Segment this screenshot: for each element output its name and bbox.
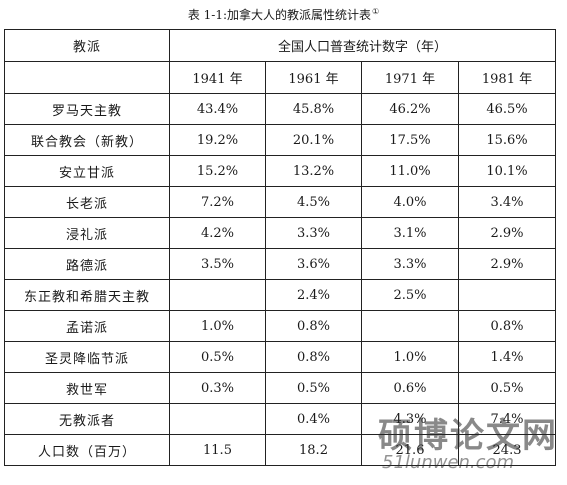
value-cell: 45.8% — [265, 93, 362, 125]
table-row: 救世军 0.3% 0.5% 0.6% 0.5% — [4, 372, 557, 404]
denomination-name: 救世军 — [4, 372, 170, 404]
header-empty-cell — [4, 61, 170, 94]
value-cell: 0.3% — [169, 372, 266, 404]
header-year-1981: 1981 年 — [457, 61, 557, 94]
value-cell: 18.2 — [265, 434, 362, 466]
value-cell: 46.2% — [361, 93, 459, 125]
value-cell: 15.6% — [457, 124, 557, 156]
value-cell: 11.0% — [361, 155, 459, 187]
value-cell: 13.2% — [265, 155, 362, 187]
denomination-name: 无教派者 — [4, 403, 170, 435]
table-body: 罗马天主教 43.4% 45.8% 46.2% 46.5% 联合教会（新教） 19.2% 20… — [4, 93, 557, 466]
table-row: 无教派者 0.4% 4.3% 7.4% — [4, 403, 557, 435]
value-cell: 3.4% — [457, 186, 557, 218]
header-year-1961: 1961 年 — [265, 61, 362, 94]
header-census: 全国人口普查统计数字（年） — [168, 29, 557, 62]
table-row: 联合教会（新教） 19.2% 20.1% 17.5% 15.6% — [4, 124, 557, 156]
value-cell: 7.4% — [457, 403, 557, 435]
table-row: 路德派 3.5% 3.6% 3.3% 2.9% — [4, 248, 557, 280]
value-cell — [361, 310, 459, 342]
value-cell: 43.4% — [169, 93, 266, 125]
value-cell: 0.4% — [265, 403, 362, 435]
value-cell: 20.1% — [265, 124, 362, 156]
value-cell: 3.5% — [169, 248, 266, 280]
value-cell: 24.3 — [457, 434, 557, 466]
table-row: 安立甘派 15.2% 13.2% 11.0% 10.1% — [4, 155, 557, 187]
value-cell: 21.6 — [361, 434, 459, 466]
header-year-1941: 1941 年 — [169, 61, 266, 94]
table-row: 人口数（百万） 11.5 18.2 21.6 24.3 — [4, 434, 557, 466]
value-cell: 7.2% — [169, 186, 266, 218]
table-row: 孟诺派 1.0% 0.8% 0.8% — [4, 310, 557, 342]
denomination-name: 孟诺派 — [4, 310, 170, 342]
value-cell: 2.9% — [457, 217, 557, 249]
value-cell — [169, 279, 266, 311]
caption-text: 表 1-1:加拿大人的教派属性统计表 — [187, 8, 371, 22]
value-cell: 1.0% — [361, 341, 459, 373]
value-cell: 2.9% — [457, 248, 557, 280]
table-header-row: 教派 全国人口普查统计数字（年） — [4, 29, 557, 62]
value-cell: 4.0% — [361, 186, 459, 218]
value-cell: 0.8% — [457, 310, 557, 342]
table-row: 罗马天主教 43.4% 45.8% 46.2% 46.5% — [4, 93, 557, 125]
denomination-name: 圣灵降临节派 — [4, 341, 170, 373]
value-cell: 0.5% — [457, 372, 557, 404]
value-cell — [457, 279, 557, 311]
table-row: 东正教和希腊天主教 2.4% 2.5% — [4, 279, 557, 311]
value-cell: 3.3% — [265, 217, 362, 249]
value-cell: 2.4% — [265, 279, 362, 311]
value-cell: 4.3% — [361, 403, 459, 435]
value-cell: 3.1% — [361, 217, 459, 249]
value-cell: 19.2% — [169, 124, 266, 156]
value-cell: 0.8% — [265, 310, 362, 342]
table-caption: 表 1-1:加拿大人的教派属性统计表① — [0, 6, 567, 23]
value-cell: 46.5% — [457, 93, 557, 125]
denomination-name: 人口数（百万） — [4, 434, 170, 466]
value-cell: 4.5% — [265, 186, 362, 218]
denomination-name: 罗马天主教 — [4, 93, 170, 125]
value-cell: 1.0% — [169, 310, 266, 342]
header-year-1971: 1971 年 — [361, 61, 459, 94]
denomination-name: 东正教和希腊天主教 — [4, 279, 170, 311]
footnote-mark: ① — [372, 7, 380, 16]
denomination-table: 教派 全国人口普查统计数字（年） 1941 年 1961 年 1971 年 19… — [4, 29, 557, 466]
table-row: 长老派 7.2% 4.5% 4.0% 3.4% — [4, 186, 557, 218]
value-cell: 0.5% — [265, 372, 362, 404]
header-denomination: 教派 — [4, 29, 170, 62]
table-row: 圣灵降临节派 0.5% 0.8% 1.0% 1.4% — [4, 341, 557, 373]
table-years-row: 1941 年 1961 年 1971 年 1981 年 — [4, 61, 557, 94]
denomination-name: 长老派 — [4, 186, 170, 218]
denomination-name: 联合教会（新教） — [4, 124, 170, 156]
value-cell: 0.5% — [169, 341, 266, 373]
value-cell: 0.6% — [361, 372, 459, 404]
value-cell: 1.4% — [457, 341, 557, 373]
value-cell: 17.5% — [361, 124, 459, 156]
value-cell: 11.5 — [169, 434, 266, 466]
value-cell: 0.8% — [265, 341, 362, 373]
value-cell: 4.2% — [169, 217, 266, 249]
value-cell: 2.5% — [361, 279, 459, 311]
value-cell — [169, 403, 266, 435]
value-cell: 3.3% — [361, 248, 459, 280]
value-cell: 15.2% — [169, 155, 266, 187]
denomination-name: 路德派 — [4, 248, 170, 280]
value-cell: 10.1% — [457, 155, 557, 187]
value-cell: 3.6% — [265, 248, 362, 280]
table-row: 浸礼派 4.2% 3.3% 3.1% 2.9% — [4, 217, 557, 249]
denomination-name: 安立甘派 — [4, 155, 170, 187]
denomination-name: 浸礼派 — [4, 217, 170, 249]
